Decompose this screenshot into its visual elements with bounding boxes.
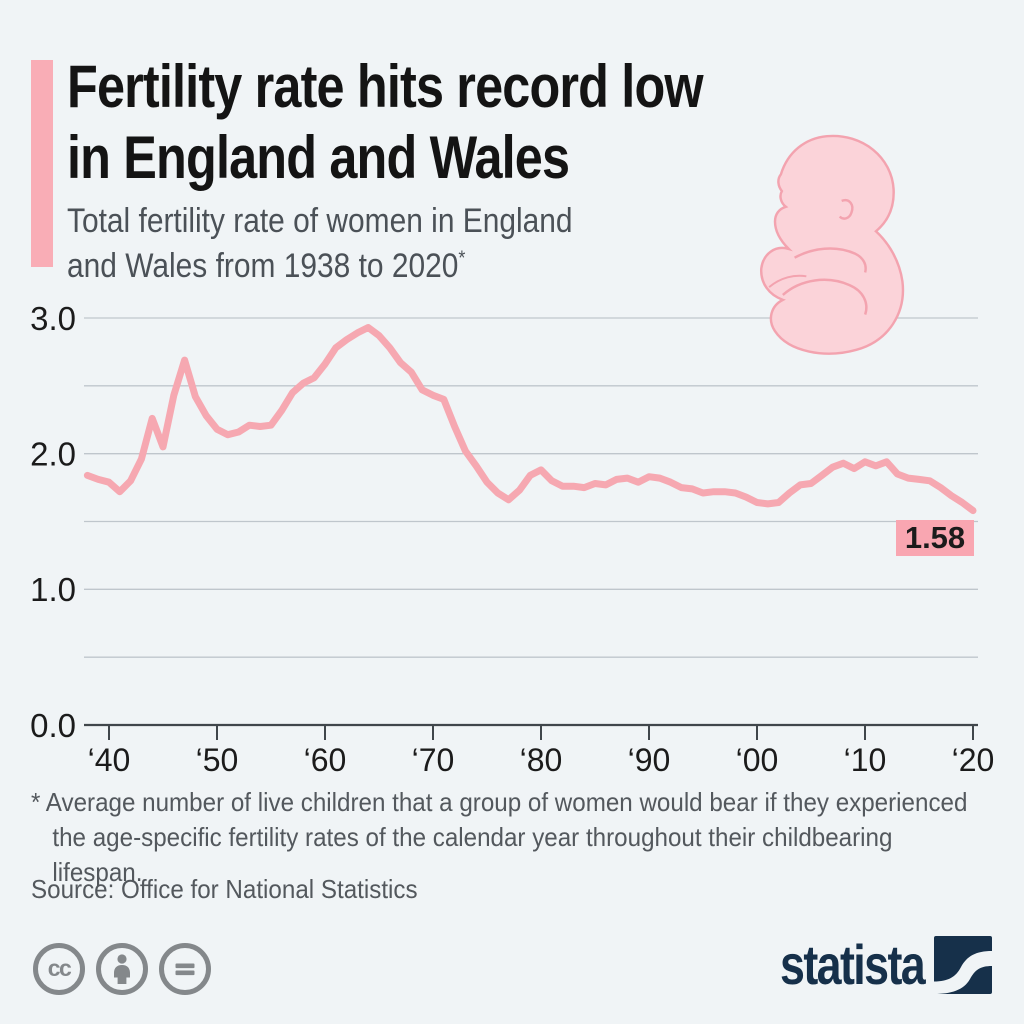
x-axis-label: ‘60 bbox=[304, 742, 347, 778]
license-badges: cc bbox=[33, 943, 211, 995]
y-axis-label: 1.0 bbox=[30, 571, 76, 608]
equals-icon bbox=[159, 943, 211, 995]
x-axis-label: ‘00 bbox=[736, 742, 779, 778]
x-axis-label: ‘70 bbox=[412, 742, 455, 778]
fetus-foot-line bbox=[768, 274, 807, 288]
statista-wordmark: statista bbox=[779, 933, 926, 996]
footnote-text: Average number of live children that a g… bbox=[45, 787, 968, 887]
title-line-2: in England and Wales bbox=[67, 123, 570, 191]
title-line-1: Fertility rate hits record low bbox=[67, 53, 704, 120]
fertility-trend-line bbox=[83, 324, 977, 515]
footnote: * Average number of live children that a… bbox=[31, 785, 982, 890]
fetus-icon bbox=[760, 134, 905, 355]
y-axis-label: 0.0 bbox=[30, 707, 76, 744]
statista-logo-icon bbox=[934, 936, 992, 994]
footnote-marker-sup: * bbox=[458, 247, 466, 270]
end-value-label-bg bbox=[896, 520, 974, 556]
fetus-body bbox=[760, 134, 905, 355]
end-value-label: 1.58 bbox=[905, 520, 965, 555]
attribution-person-icon bbox=[96, 943, 148, 995]
x-axis-label: ‘10 bbox=[844, 742, 887, 778]
x-axis-label: ‘20 bbox=[952, 742, 995, 778]
cc-icon: cc bbox=[33, 943, 85, 995]
y-axis-label: 3.0 bbox=[30, 300, 76, 337]
fetus-leg-line bbox=[782, 278, 868, 315]
chart-subtitle: Total fertility rate of women in England… bbox=[67, 199, 573, 289]
subtitle-line-2: and Wales from 1938 to 2020 bbox=[67, 246, 459, 285]
subtitle-line-1: Total fertility rate of women in England bbox=[67, 202, 573, 240]
x-axis-label: ‘40 bbox=[88, 742, 131, 778]
footnote-marker: * bbox=[31, 787, 41, 817]
cc-icon-label: cc bbox=[47, 954, 72, 981]
fetus-ear-line bbox=[838, 198, 854, 220]
statista-brand: statista bbox=[744, 936, 992, 994]
title-accent-bar bbox=[31, 60, 53, 267]
attribution-person-glyph bbox=[114, 954, 130, 984]
x-axis-label: ‘90 bbox=[628, 742, 671, 778]
x-axis-label: ‘80 bbox=[520, 742, 563, 778]
page-title: Fertility rate hits record low in England… bbox=[67, 52, 704, 194]
y-axis-label: 2.0 bbox=[30, 436, 76, 473]
x-axis-label: ‘50 bbox=[196, 742, 239, 778]
equals-glyph bbox=[175, 963, 195, 976]
source-line: Source: Office for National Statistics bbox=[31, 874, 418, 904]
fetus-arm-line bbox=[794, 247, 867, 273]
